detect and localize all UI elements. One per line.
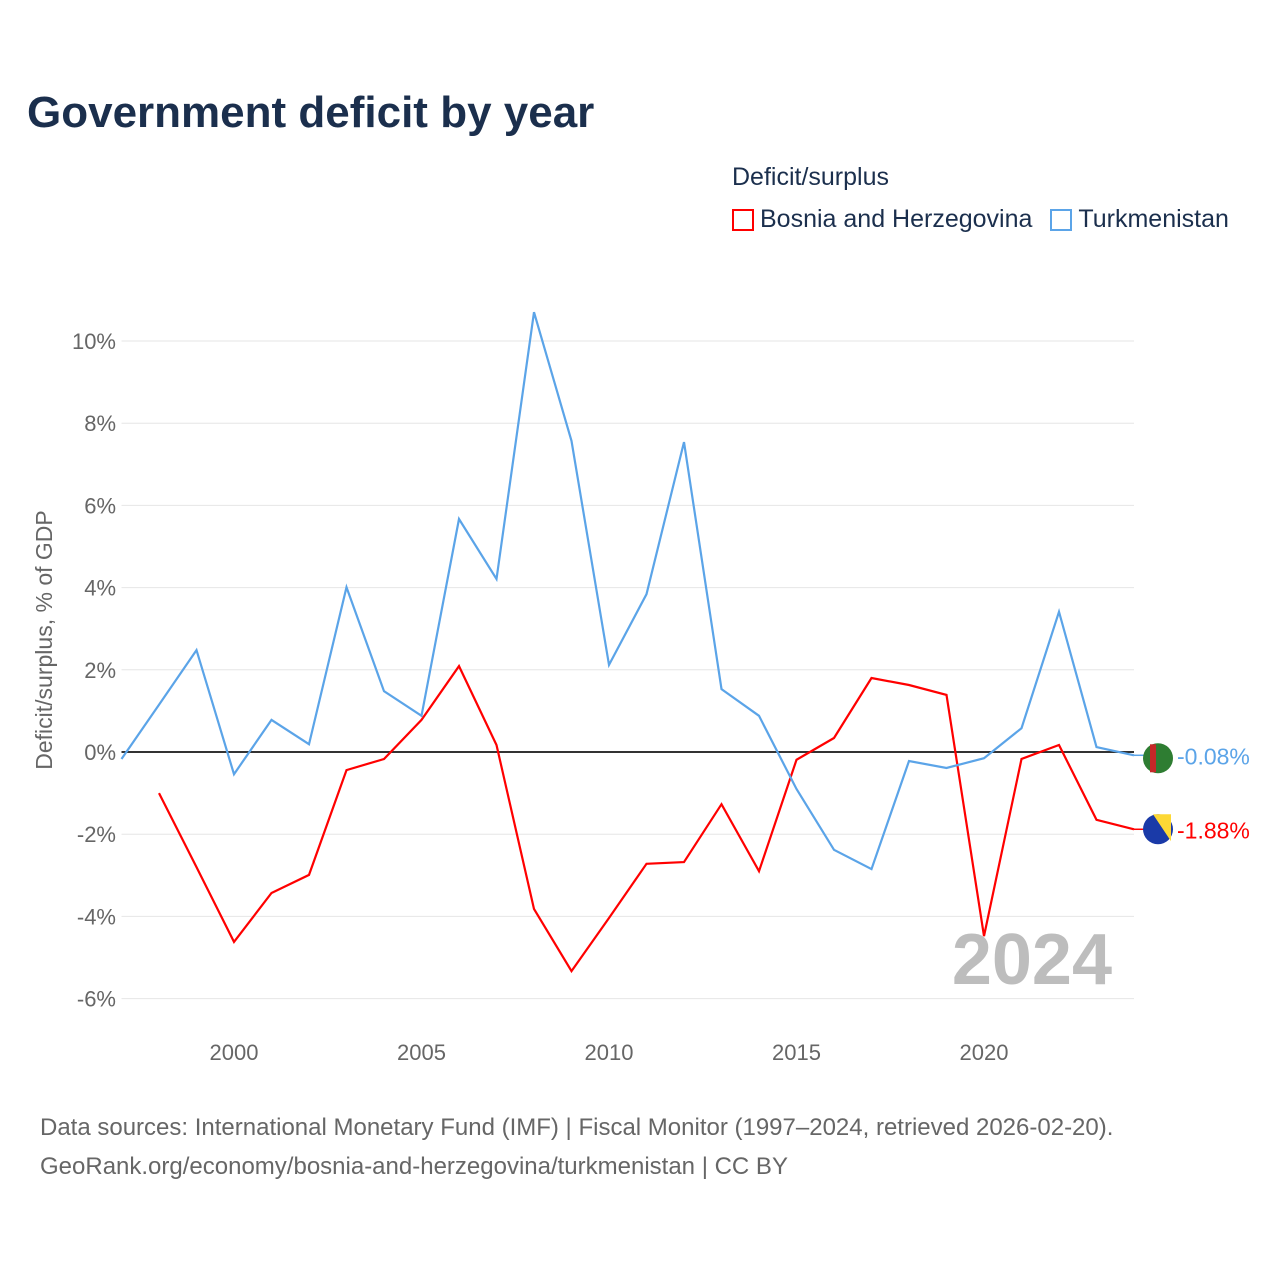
x-tick-label: 2010	[585, 1040, 634, 1065]
legend-title: Deficit/surplus	[732, 163, 889, 191]
y-tick-label: -6%	[77, 987, 116, 1012]
y-tick-label: 4%	[84, 576, 116, 601]
series-line-bosnia	[158, 663, 1135, 974]
chart-title: Government deficit by year	[27, 88, 595, 137]
y-tick-label: 2%	[84, 658, 116, 683]
turkmenistan-flag-icon	[1143, 743, 1173, 774]
x-tick-label: 2015	[772, 1040, 821, 1065]
y-tick-label: -2%	[77, 822, 116, 847]
y-tick-label: -4%	[77, 904, 116, 929]
x-tick-label: 2005	[397, 1040, 446, 1065]
y-tick-label: 6%	[84, 493, 116, 518]
y-tick-label: 0%	[84, 740, 116, 765]
source-line-1: Data sources: International Monetary Fun…	[40, 1114, 1114, 1141]
y-tick-label: 8%	[84, 411, 116, 436]
y-tick-label: 10%	[72, 329, 116, 354]
legend-item-bosnia[interactable]: Bosnia and Herzegovina	[732, 205, 1032, 234]
flag-triangle	[1153, 814, 1171, 842]
year-watermark: 2024	[952, 920, 1112, 1000]
series-line-turkmenistan	[120, 311, 1135, 871]
x-tick-label: 2000	[210, 1040, 259, 1065]
legend-label-turkmenistan: Turkmenistan	[1078, 205, 1229, 233]
end-value-label: -1.88%	[1177, 817, 1250, 843]
legend: Bosnia and Herzegovina Turkmenistan	[732, 205, 1229, 234]
y-axis-label: Deficit/surplus, % of GDP	[31, 510, 57, 769]
legend-label-bosnia: Bosnia and Herzegovina	[760, 205, 1033, 233]
flag-stripe	[1150, 744, 1156, 773]
legend-swatch-bosnia	[732, 208, 754, 231]
x-tick-label: 2020	[960, 1040, 1009, 1065]
legend-swatch-turkmenistan	[1050, 208, 1073, 231]
source-note: Data sources: International Monetary Fun…	[40, 1108, 1113, 1186]
source-line-2: GeoRank.org/economy/bosnia-and-herzegovi…	[40, 1153, 788, 1180]
end-value-label: -0.08%	[1177, 743, 1250, 769]
legend-item-turkmenistan[interactable]: Turkmenistan	[1050, 205, 1229, 234]
